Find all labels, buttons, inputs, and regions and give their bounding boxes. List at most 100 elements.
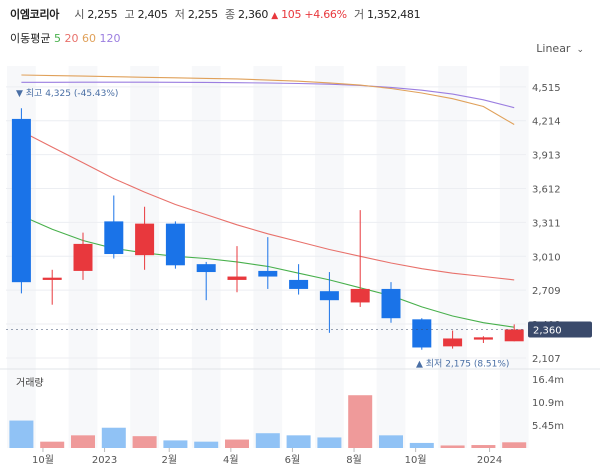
volume-bar	[163, 440, 188, 448]
open-label: 시	[74, 8, 85, 21]
low-value: 2,255	[187, 8, 218, 21]
candle	[443, 330, 463, 349]
volume-label: 거	[353, 8, 364, 21]
x-tick-label: 2024	[477, 455, 502, 466]
volume-bar	[71, 435, 95, 448]
candle	[135, 206, 155, 270]
volume-tick-label: 10.9m	[532, 398, 564, 409]
stock-name: 이엠코리아	[10, 8, 60, 21]
price-tick-label: 3,612	[532, 185, 561, 196]
volume-bar	[502, 442, 527, 448]
volume-bar	[255, 433, 280, 448]
volume-bar	[409, 442, 434, 448]
ma120-line	[21, 81, 515, 109]
volume-bar	[101, 427, 126, 448]
candle	[350, 210, 370, 307]
high-value: 2,405	[137, 8, 168, 21]
candle	[227, 246, 247, 293]
candle	[73, 232, 93, 280]
volume-bar	[225, 439, 249, 448]
candle	[104, 195, 124, 259]
open-value: 2,255	[87, 8, 118, 21]
change-percent: +4.66%	[304, 8, 347, 21]
x-tick-label: 6월	[285, 454, 301, 466]
candle	[11, 108, 31, 294]
scale-dropdown[interactable]: Linear ⌄	[536, 42, 584, 55]
price-tick-label: 4,515	[532, 83, 561, 94]
candle-body	[104, 221, 124, 255]
grid-column	[315, 66, 344, 448]
price-tick-label: 3,913	[532, 151, 561, 162]
high-label: 고	[124, 8, 135, 21]
volume-bar	[9, 420, 34, 448]
grid-column	[438, 66, 467, 448]
volume-value: 1,352,481	[367, 8, 421, 21]
candle-body	[11, 118, 31, 283]
price-tick-label: 2,107	[532, 354, 561, 365]
candle-body	[73, 243, 93, 271]
scale-value: Linear	[536, 42, 571, 55]
quote-header: 이엠코리아 시 2,255 고 2,405 저 2,255 종 2,360 ▲ …	[10, 6, 421, 22]
candle-body	[350, 288, 370, 303]
low-marker-label: ▲ 최저 2,175 (8.51%)	[416, 358, 509, 369]
candle-body	[227, 276, 247, 280]
x-tick-label: 8월	[346, 454, 362, 466]
price-tick-label: 3,010	[532, 252, 561, 263]
candle	[42, 269, 62, 305]
x-tick-label: 4월	[223, 454, 239, 466]
ma20-legend[interactable]: 20	[64, 32, 79, 45]
volume-bar	[440, 445, 465, 448]
candle	[196, 261, 216, 301]
price-tick-label: 2,709	[532, 286, 561, 297]
ma60-line	[21, 74, 515, 125]
moving-average-legend[interactable]: 이동평균 5 20 60 120	[10, 30, 120, 46]
x-tick-label: 2023	[92, 455, 117, 466]
candle	[165, 221, 185, 269]
candle	[319, 272, 339, 333]
change-value: 105	[281, 8, 302, 21]
candle-body	[135, 223, 155, 256]
volume-panel-label: 거래량	[16, 377, 44, 389]
ma60-legend[interactable]: 60	[81, 32, 96, 45]
candle	[412, 318, 432, 350]
volume-tick-label: 5.45m	[532, 421, 564, 432]
ma20-line	[21, 130, 515, 281]
volume-bar	[40, 441, 65, 448]
candle	[289, 264, 309, 295]
candle	[473, 336, 493, 343]
ma-legend-label: 이동평균	[10, 32, 51, 45]
volume-bar	[286, 435, 311, 448]
candle	[258, 237, 278, 289]
ma120-legend[interactable]: 120	[99, 32, 121, 45]
volume-bar	[132, 436, 157, 448]
candle-body	[165, 223, 185, 266]
volume-bar	[194, 441, 219, 448]
x-tick-label: 10월	[405, 454, 427, 466]
grid-column	[499, 66, 529, 448]
candle-body	[443, 338, 463, 347]
current-price-label: 2,360	[533, 325, 562, 336]
candle-body	[504, 329, 524, 342]
candle	[381, 282, 401, 323]
candle-body	[289, 279, 309, 289]
price-tick-label: 3,311	[532, 218, 561, 229]
close-value: 2,360	[238, 8, 269, 21]
grid-column	[376, 66, 406, 448]
candle-body	[412, 319, 432, 348]
ma5-legend[interactable]: 5	[53, 32, 61, 45]
volume-bar	[348, 395, 373, 448]
high-marker-label: ▼ 최고 4,325 (-45.43%)	[16, 88, 118, 99]
candle-body	[42, 277, 62, 280]
candle-body	[319, 291, 339, 301]
current-price-tag	[528, 321, 592, 338]
low-label: 저	[174, 8, 185, 21]
candle-body	[473, 337, 493, 340]
close-label: 종	[225, 8, 235, 21]
volume-bar	[317, 437, 342, 448]
volume-bar	[471, 445, 496, 448]
grid-column	[191, 66, 221, 448]
candle-body	[258, 270, 278, 277]
x-tick-label: 2월	[161, 454, 177, 466]
candle	[504, 324, 524, 342]
